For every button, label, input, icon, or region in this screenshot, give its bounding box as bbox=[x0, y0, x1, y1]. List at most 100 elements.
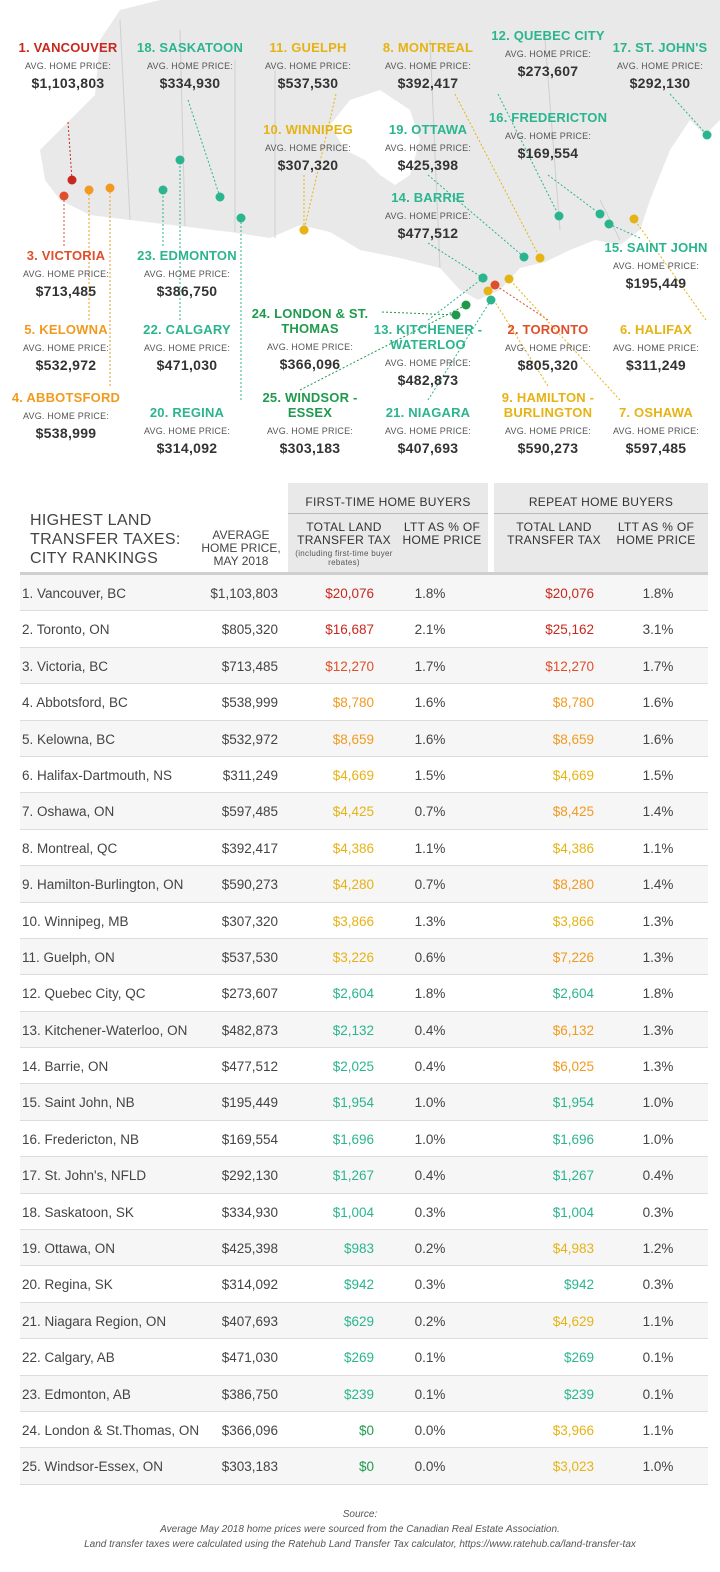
map-city: 6. HALIFAX AVG. HOME PRICE: $311,249 bbox=[596, 322, 716, 373]
map-city-price-label: AVG. HOME PRICE: bbox=[504, 131, 592, 141]
table-row: 2. Toronto, ON $805,320 $16,687 2.1% $25,162… bbox=[20, 611, 708, 648]
price-cell: $307,320 bbox=[221, 913, 278, 929]
city-cell: 18. Saskatoon, SK bbox=[22, 1204, 134, 1220]
price-cell: $532,972 bbox=[221, 731, 278, 747]
repeat-ltt-cell: $8,425 bbox=[552, 804, 594, 820]
table-row: 6. Halifax-Dartmouth, NS $311,249 $4,669 1.… bbox=[20, 757, 708, 794]
footer-source-label: Source: bbox=[342, 1509, 378, 1520]
repeat-ltt-cell: $3,966 bbox=[552, 1422, 594, 1438]
price-cell: $590,273 bbox=[221, 877, 278, 893]
first-time-pct-header: LTT AS % OF HOME PRICE bbox=[402, 520, 482, 547]
city-marker bbox=[604, 219, 614, 229]
repeat-ltt-cell: $1,267 bbox=[552, 1168, 594, 1184]
connector-line bbox=[669, 93, 708, 136]
first-time-ltt-cell: $4,425 bbox=[332, 804, 374, 820]
map-city-price-label: AVG. HOME PRICE: bbox=[143, 343, 231, 353]
map-city-name: 14. BARRIE bbox=[391, 190, 465, 205]
city-cell: 19. Ottawa, ON bbox=[22, 1241, 116, 1257]
connector-line bbox=[497, 93, 560, 217]
first-time-pct-cell: 0.2% bbox=[414, 1241, 446, 1257]
first-time-ltt-cell: $2,132 bbox=[332, 1022, 374, 1038]
repeat-pct-cell: 3.1% bbox=[642, 622, 674, 638]
repeat-pct-cell: 0.1% bbox=[642, 1350, 674, 1366]
map-city-name: 10. WINNIPEG bbox=[263, 122, 353, 137]
first-time-pct-cell: 1.7% bbox=[414, 658, 446, 674]
first-time-ltt-cell: $4,386 bbox=[332, 840, 374, 856]
repeat-ltt-cell: $25,162 bbox=[545, 622, 594, 638]
price-cell: $713,485 bbox=[221, 658, 278, 674]
repeat-ltt-cell: $942 bbox=[563, 1277, 594, 1293]
connector-line bbox=[67, 121, 73, 181]
first-time-ltt-cell: $20,076 bbox=[325, 586, 374, 601]
first-time-ltt-cell: $2,025 bbox=[332, 1059, 374, 1075]
map-city-price: $482,873 bbox=[397, 372, 459, 388]
map-city: 8. MONTREAL AVG. HOME PRICE: $392,417 bbox=[368, 40, 488, 91]
repeat-group: REPEAT HOME BUYERS TOTAL LAND TRANSFER T… bbox=[494, 483, 708, 575]
table-row: 15. Saint John, NB $195,449 $1,954 1.0% $1,9… bbox=[20, 1084, 708, 1121]
hudson-bay bbox=[330, 90, 420, 185]
city-cell: 20. Regina, SK bbox=[22, 1277, 113, 1293]
map-city-price-label: AVG. HOME PRICE: bbox=[266, 426, 354, 436]
connector-line bbox=[187, 99, 221, 198]
repeat-ltt-cell: $1,954 bbox=[552, 1095, 594, 1111]
table-body: 1. Vancouver, BC $1,103,803 $20,076 1.8% $20… bbox=[20, 575, 708, 1485]
repeat-ltt-cell: $1,696 bbox=[552, 1131, 594, 1147]
city-marker bbox=[236, 213, 246, 223]
first-time-ltt-cell: $4,669 bbox=[332, 767, 374, 783]
price-cell: $366,096 bbox=[221, 1422, 278, 1438]
repeat-pct-cell: 0.3% bbox=[642, 1204, 674, 1220]
first-time-ltt-cell: $629 bbox=[343, 1313, 374, 1329]
canada-map bbox=[0, 0, 720, 470]
city-marker bbox=[595, 209, 605, 219]
map-city: 3. VICTORIA AVG. HOME PRICE: $713,485 bbox=[6, 248, 126, 299]
table-row: 22. Calgary, AB $471,030 $269 0.1% $269 0.1% bbox=[20, 1339, 708, 1376]
map-city: 24. LONDON & ST. THOMAS AVG. HOME PRICE: $… bbox=[250, 306, 370, 372]
repeat-ltt-cell: $8,780 bbox=[552, 695, 594, 711]
map-city: 22. CALGARY AVG. HOME PRICE: $471,030 bbox=[127, 322, 247, 373]
connector-line bbox=[454, 93, 541, 259]
map-city-price-label: AVG. HOME PRICE: bbox=[384, 211, 472, 221]
table-row: 9. Hamilton-Burlington, ON $590,273 $4,280… bbox=[20, 866, 708, 903]
city-marker bbox=[483, 286, 493, 296]
table-row: 17. St. John's, NFLD $292,130 $1,267 0.4% $1… bbox=[20, 1157, 708, 1194]
repeat-pct-cell: 1.1% bbox=[642, 1422, 674, 1438]
map-city-name: 13. KITCHENER -WATERLOO bbox=[373, 322, 483, 352]
city-marker bbox=[554, 211, 564, 221]
price-cell: $386,750 bbox=[221, 1386, 278, 1402]
map-city-name: 22. CALGARY bbox=[143, 322, 231, 337]
first-time-pct-cell: 0.2% bbox=[414, 1313, 446, 1329]
rankings-table: HIGHEST LAND TRANSFER TAXES: CITY RANKIN… bbox=[20, 483, 708, 1485]
map-city-name: 25. WINDSOR -ESSEX bbox=[262, 390, 358, 420]
repeat-ltt-cell: $3,023 bbox=[552, 1459, 594, 1475]
price-cell: $195,449 bbox=[221, 1095, 278, 1111]
map-city-name: 5. KELOWNA bbox=[24, 322, 108, 337]
map-city-price: $805,320 bbox=[517, 357, 579, 373]
city-cell: 1. Vancouver, BC bbox=[22, 586, 127, 601]
map-city-name: 23. EDMONTON bbox=[137, 248, 237, 263]
map-city-price: $292,130 bbox=[629, 75, 691, 91]
repeat-ltt-cell: $8,280 bbox=[552, 877, 594, 893]
price-cell: $292,130 bbox=[221, 1168, 278, 1184]
map-city-name: 4. ABBOTSFORD bbox=[11, 390, 121, 405]
first-time-pct-cell: 0.1% bbox=[414, 1350, 446, 1366]
repeat-ltt-header: TOTAL LAND TRANSFER TAX bbox=[507, 520, 601, 547]
repeat-ltt-cell: $20,076 bbox=[545, 586, 594, 601]
map-city-price-label: AVG. HOME PRICE: bbox=[504, 49, 592, 59]
repeat-ltt-cell: $6,132 bbox=[552, 1022, 594, 1038]
map-city-price: $538,999 bbox=[35, 425, 97, 441]
city-cell: 25. Windsor-Essex, ON bbox=[22, 1459, 164, 1475]
price-cell: $407,693 bbox=[221, 1313, 278, 1329]
map-city: 16. FREDERICTON AVG. HOME PRICE: $169,554 bbox=[488, 110, 608, 161]
city-marker bbox=[175, 155, 185, 165]
connector-line bbox=[427, 174, 525, 258]
map-city-price: $195,449 bbox=[625, 275, 687, 291]
map-city-price: $314,092 bbox=[156, 440, 218, 456]
map-city-name: 8. MONTREAL bbox=[382, 40, 474, 55]
map-city: 21. NIAGARA AVG. HOME PRICE: $407,693 bbox=[368, 405, 488, 456]
map-city-price-label: AVG. HOME PRICE: bbox=[612, 343, 700, 353]
connector-line bbox=[381, 311, 457, 316]
city-cell: 24. London & St.Thomas, ON bbox=[22, 1422, 200, 1438]
first-time-ltt-cell: $239 bbox=[343, 1386, 374, 1402]
map-city: 19. OTTAWA AVG. HOME PRICE: $425,398 bbox=[368, 122, 488, 173]
map-city-price-label: AVG. HOME PRICE: bbox=[146, 61, 234, 71]
